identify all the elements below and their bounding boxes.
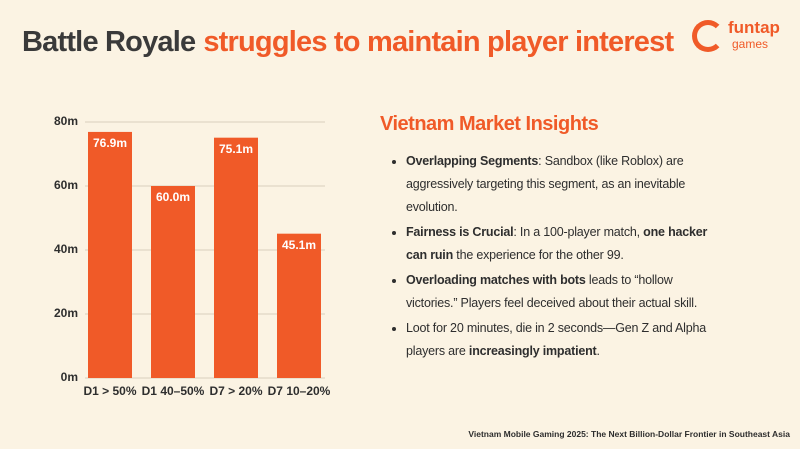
value-label: 45.1m <box>282 238 316 252</box>
y-tick-label: 80m <box>54 114 78 128</box>
value-label: 76.9m <box>93 136 127 150</box>
bullet: Fairness is Crucial: In a 100-player mat… <box>406 221 725 267</box>
bullet-text: : Sandbox (like Roblox) are aggressively… <box>406 154 686 214</box>
bar <box>277 233 321 378</box>
logo: funtap games <box>692 18 792 58</box>
bullet-list: Overlapping Segments: Sandbox (like Robl… <box>380 150 725 363</box>
y-tick-label: 40m <box>54 242 78 256</box>
y-tick-label: 0m <box>61 370 78 384</box>
bullet: Loot for 20 minutes, die in 2 seconds—Ge… <box>406 317 725 363</box>
x-tick-label: D7 10–20% <box>268 384 331 398</box>
bar <box>151 186 195 378</box>
logo-icon <box>692 20 724 52</box>
insights-heading: Vietnam Market Insights <box>380 113 599 135</box>
x-tick-label: D1 40–50% <box>142 384 205 398</box>
bullet-text: the experience for the other 99. <box>453 248 624 262</box>
bullet-text: Loot for 20 minutes, die in 2 seconds—Ge… <box>406 321 707 358</box>
bullet-text: leads to “hollow victories.” Players fee… <box>406 273 698 310</box>
slide-title: Battle Royale struggles to maintain playe… <box>22 26 681 59</box>
bullet-text: Overloading matches with bots <box>406 273 586 287</box>
bar <box>88 131 132 378</box>
y-tick-label: 60m <box>54 178 78 192</box>
bar <box>214 137 258 378</box>
bullet: Overloading matches with bots leads to “… <box>406 269 725 315</box>
title-part: Battle Royale <box>22 26 196 58</box>
bullet: Overlapping Segments: Sandbox (like Robl… <box>406 150 725 219</box>
title-part: struggles to maintain player interest <box>203 26 674 58</box>
value-label: 60.0m <box>156 190 190 204</box>
footer: Vietnam Mobile Gaming 2025: The Next Bil… <box>468 429 790 439</box>
value-label: 75.1m <box>219 142 253 156</box>
insights: Vietnam Market Insights Overlapping Segm… <box>380 113 725 365</box>
y-tick-label: 20m <box>54 306 78 320</box>
x-tick-label: D1 > 50% <box>83 384 136 398</box>
logo-sub: games <box>732 37 769 51</box>
bullet-text: Fairness is Crucial <box>406 225 514 239</box>
chart: 0m 20m 40m 60m 80m D1 > 50% 76.9m D1 40–50% 60.0… <box>54 114 331 398</box>
bullet-text: Overlapping Segments <box>406 154 539 168</box>
logo-name: funtap <box>728 18 780 37</box>
bullet-text: one hacker can ruin <box>406 225 708 262</box>
x-tick-label: D7 > 20% <box>209 384 262 398</box>
bullet-text: increasingly impatient <box>468 344 597 358</box>
bullet-text: : In a 100-player match, <box>513 225 644 239</box>
bullet-text: . <box>596 344 601 358</box>
